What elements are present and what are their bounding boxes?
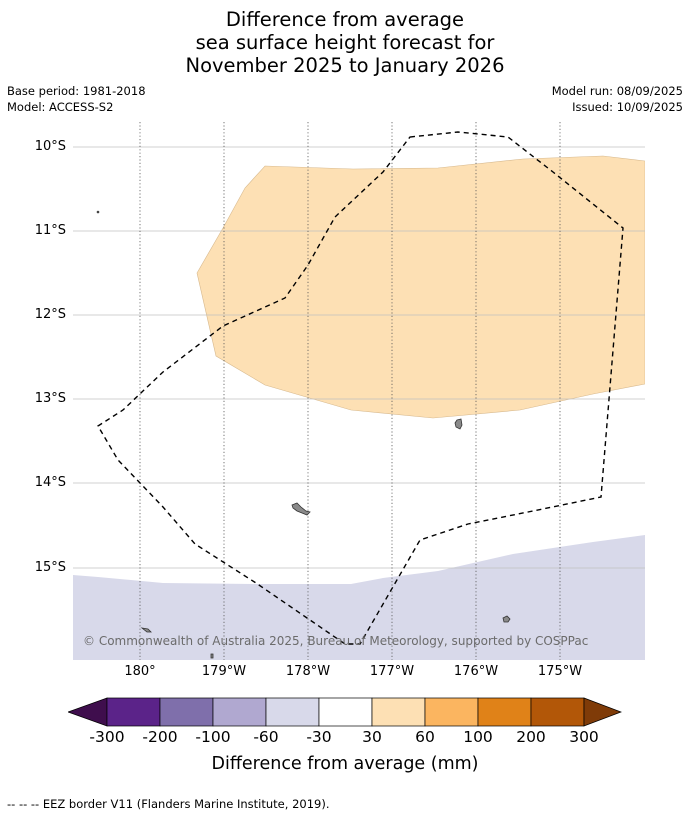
longitude-gridlines [139, 122, 561, 660]
lat-label-14s: 14°S [34, 475, 66, 490]
lat-label-12s: 12°S [34, 307, 66, 322]
lon-label-179w: 179°W [201, 664, 247, 679]
island-north-east [454, 418, 463, 430]
colorbar-tick-30: 30 [362, 728, 382, 746]
colorbar-tick-minus-100: -100 [195, 728, 231, 746]
lat-label-13s: 13°S [34, 391, 66, 406]
lat-label-11s: 11°S [34, 223, 66, 238]
island-south-east [502, 615, 511, 623]
island-south-west [140, 627, 152, 633]
colorbar-tick-300: 300 [569, 728, 599, 746]
map-svg [73, 122, 645, 660]
lon-label-175w: 175°W [537, 664, 583, 679]
colorbar-tick-minus-60: -60 [253, 728, 279, 746]
title-line-2: sea surface height forecast for [195, 31, 495, 54]
meta-right: Model run: 08/09/2025 Issued: 10/09/2025 [552, 83, 683, 115]
lat-label-10s: 10°S [34, 139, 66, 154]
colorbar-segment-5 [318, 697, 373, 727]
copyright-notice: © Commonwealth of Australia 2025, Bureau… [83, 634, 589, 648]
colorbar-segment-2 [159, 697, 214, 727]
colorbar-tick-minus-30: -30 [306, 728, 332, 746]
eez-footnote: -- -- -- EEZ border V11 (Flanders Marine… [7, 797, 330, 811]
colorbar-extend-high [583, 697, 622, 727]
colorbar-label: Difference from average (mm) [211, 754, 479, 774]
map-area [73, 122, 645, 660]
colorbar-segment-6 [371, 697, 426, 727]
colorbar-tick-minus-200: -200 [142, 728, 178, 746]
base-period: Base period: 1981-2018 [7, 84, 146, 98]
colorbar-tick-200: 200 [516, 728, 546, 746]
colorbar-segment-3 [212, 697, 267, 727]
positive-anomaly-region [196, 155, 645, 419]
colorbar-segment-7 [424, 697, 479, 727]
islands [96, 210, 511, 659]
islet-south [210, 653, 214, 659]
colorbar-segment-8 [477, 697, 532, 727]
issued-date: Issued: 10/09/2025 [572, 100, 683, 114]
colorbar-segment-1 [106, 697, 161, 727]
eez-border [97, 131, 624, 645]
lon-label-177w: 177°W [369, 664, 415, 679]
lat-label-15s: 15°S [34, 560, 66, 575]
model-run: Model run: 08/09/2025 [551, 84, 683, 98]
meta-left: Base period: 1981-2018 Model: ACCESS-S2 [7, 83, 146, 115]
lon-label-178w: 178°W [285, 664, 331, 679]
colorbar-extend-low [68, 697, 108, 727]
colorbar-tick-100: 100 [463, 728, 493, 746]
negative-anomaly-region [73, 535, 645, 660]
lon-label-180: 180° [124, 664, 156, 679]
colorbar-segment-4 [265, 697, 320, 727]
colorbar-tick-60: 60 [415, 728, 435, 746]
islet-northwest [96, 210, 100, 214]
title-line-1: Difference from average [225, 8, 465, 31]
colorbar-segment-9 [530, 697, 585, 727]
lon-label-176w: 176°W [453, 664, 499, 679]
island-center-west [291, 502, 311, 516]
map-title: Difference from average sea surface heig… [0, 8, 690, 77]
title-line-3: November 2025 to January 2026 [185, 54, 505, 77]
colorbar-tick-minus-300: -300 [89, 728, 125, 746]
latitude-gridlines [73, 146, 645, 569]
model-name: Model: ACCESS-S2 [7, 100, 114, 114]
colorbar [68, 697, 622, 727]
